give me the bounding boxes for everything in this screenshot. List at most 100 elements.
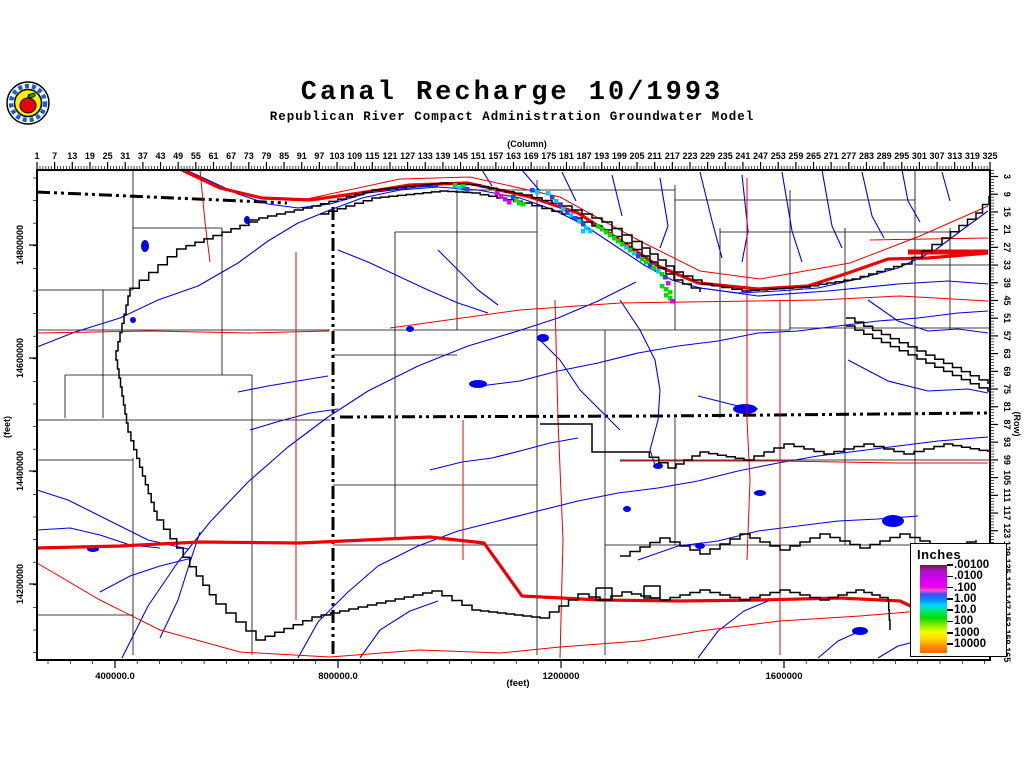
svg-text:105: 105 — [1002, 470, 1012, 485]
svg-text:14400000: 14400000 — [15, 451, 25, 491]
svg-text:81: 81 — [1002, 402, 1012, 412]
svg-text:(feet): (feet) — [506, 678, 529, 689]
legend-tick — [947, 586, 953, 589]
svg-text:217: 217 — [665, 151, 680, 161]
legend-value: 100 — [954, 615, 974, 628]
svg-text:45: 45 — [1002, 295, 1012, 305]
rrca-logo — [5, 80, 51, 126]
svg-text:123: 123 — [1002, 523, 1012, 538]
svg-text:133: 133 — [418, 151, 433, 161]
legend-value: .0100 — [954, 570, 983, 583]
svg-text:205: 205 — [630, 151, 645, 161]
svg-text:57: 57 — [1002, 331, 1012, 341]
legend-tick — [947, 632, 953, 634]
svg-text:97: 97 — [314, 151, 324, 161]
legend-title: Inches — [917, 547, 962, 562]
svg-text:165: 165 — [1002, 647, 1012, 662]
svg-text:325: 325 — [982, 151, 997, 161]
legend-tick — [947, 598, 953, 600]
svg-text:61: 61 — [208, 151, 218, 161]
legend-entry: 1000 — [947, 626, 989, 639]
legend-entry: 100 — [947, 616, 989, 627]
svg-text:157: 157 — [488, 151, 503, 161]
legend-tick — [947, 575, 953, 578]
legend-tick — [947, 620, 953, 623]
legend-tick — [947, 609, 953, 611]
svg-text:27: 27 — [1002, 242, 1012, 252]
svg-text:199: 199 — [612, 151, 627, 161]
svg-text:153: 153 — [1002, 612, 1012, 627]
svg-text:247: 247 — [753, 151, 768, 161]
legend-value: 1000 — [954, 626, 980, 639]
svg-text:295: 295 — [894, 151, 909, 161]
legend-entry: .100 — [947, 582, 989, 594]
svg-text:193: 193 — [594, 151, 609, 161]
legend-scale-labels: .00100.0100.100 1.00 10.0 100 1000 10000 — [947, 559, 990, 650]
svg-text:9: 9 — [1002, 192, 1012, 197]
svg-text:69: 69 — [1002, 366, 1012, 376]
svg-text:301: 301 — [912, 151, 927, 161]
legend-value: 1.00 — [954, 592, 977, 605]
svg-text:31: 31 — [120, 151, 130, 161]
svg-text:109: 109 — [347, 151, 362, 161]
svg-text:151: 151 — [471, 151, 486, 161]
svg-text:139: 139 — [435, 151, 450, 161]
svg-text:79: 79 — [261, 151, 271, 161]
axes-layer: 1 7 13 19 25 31 37 43 49 55 61 67 73 79 85 91 97 103 109 11… — [2, 139, 1022, 689]
svg-text:21: 21 — [1002, 225, 1012, 235]
svg-text:75: 75 — [1002, 384, 1012, 394]
svg-text:223: 223 — [682, 151, 697, 161]
canal-recharge-cells-layer — [453, 183, 675, 304]
header: Canal Recharge 10/1993 Republican River … — [0, 78, 1024, 125]
svg-text:307: 307 — [930, 151, 945, 161]
svg-text:(feet): (feet) — [2, 416, 12, 438]
svg-text:253: 253 — [771, 151, 786, 161]
svg-text:121: 121 — [382, 151, 397, 161]
svg-text:163: 163 — [506, 151, 521, 161]
svg-text:33: 33 — [1002, 260, 1012, 270]
svg-text:235: 235 — [718, 151, 733, 161]
svg-text:181: 181 — [559, 151, 574, 161]
svg-text:14600000: 14600000 — [15, 338, 25, 378]
svg-text:14800000: 14800000 — [15, 225, 25, 265]
svg-text:1600000: 1600000 — [766, 671, 803, 682]
svg-text:51: 51 — [1002, 313, 1012, 323]
svg-text:63: 63 — [1002, 349, 1012, 359]
svg-text:55: 55 — [191, 151, 201, 161]
svg-text:147: 147 — [1002, 594, 1012, 609]
svg-text:25: 25 — [103, 151, 113, 161]
svg-text:(Column): (Column) — [507, 139, 547, 149]
streams-layer — [36, 169, 989, 659]
svg-text:277: 277 — [841, 151, 856, 161]
svg-text:87: 87 — [1002, 419, 1012, 429]
svg-text:289: 289 — [877, 151, 892, 161]
svg-text:127: 127 — [400, 151, 415, 161]
state-border-layer — [36, 190, 991, 658]
legend-value: 10.0 — [954, 604, 977, 617]
svg-text:159: 159 — [1002, 629, 1012, 644]
svg-text:115: 115 — [365, 151, 380, 161]
svg-text:129: 129 — [1002, 541, 1012, 556]
svg-text:19: 19 — [85, 151, 95, 161]
svg-text:229: 229 — [700, 151, 715, 161]
svg-text:141: 141 — [1002, 576, 1012, 591]
svg-text:103: 103 — [330, 151, 345, 161]
svg-text:271: 271 — [824, 151, 839, 161]
svg-text:1: 1 — [34, 151, 39, 161]
svg-text:14200000: 14200000 — [15, 564, 25, 604]
svg-text:7: 7 — [52, 151, 57, 161]
svg-text:400000.0: 400000.0 — [95, 671, 135, 682]
legend-entry: 10.0 — [947, 604, 989, 617]
model-boundary-layer — [115, 182, 990, 641]
legend-value: .00100 — [954, 559, 990, 571]
svg-text:145: 145 — [453, 151, 468, 161]
page-title: Canal Recharge 10/1993 — [300, 78, 724, 108]
svg-text:91: 91 — [297, 151, 307, 161]
legend-box: Inches .00100.0100.100 1.00 10.0 100 1000 100… — [910, 543, 1007, 657]
svg-text:111: 111 — [1002, 488, 1012, 502]
svg-text:49: 49 — [173, 151, 183, 161]
svg-text:(Row): (Row) — [1012, 412, 1022, 437]
svg-text:37: 37 — [138, 151, 148, 161]
rrca-logo-graphic — [6, 81, 50, 125]
